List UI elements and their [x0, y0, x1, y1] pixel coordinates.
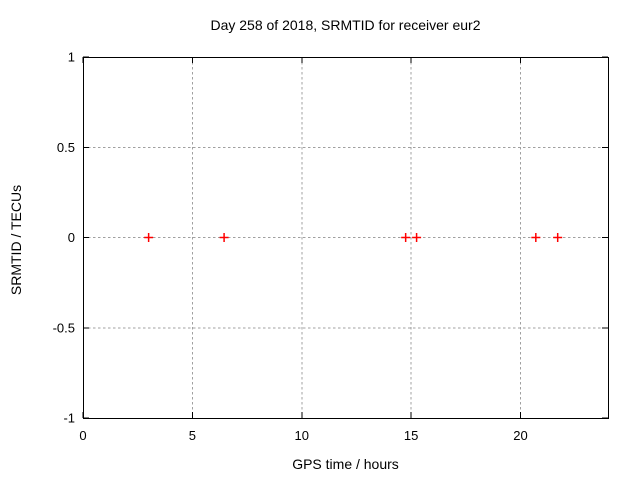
x-tick-label: 5	[189, 428, 196, 443]
chart-title: Day 258 of 2018, SRMTID for receiver eur…	[210, 17, 481, 33]
y-tick-label: -0.5	[53, 320, 75, 335]
y-tick-label: 1	[68, 50, 75, 65]
x-axis-label: GPS time / hours	[292, 456, 399, 472]
y-tick-label: 0.5	[57, 140, 75, 155]
y-tick-label: -1	[63, 411, 75, 426]
y-tick-label: 0	[68, 230, 75, 245]
x-tick-label: 0	[79, 428, 86, 443]
x-tick-label: 15	[404, 428, 418, 443]
x-tick-label: 10	[295, 428, 309, 443]
plot-border	[82, 56, 610, 420]
x-tick-label: 20	[513, 428, 527, 443]
